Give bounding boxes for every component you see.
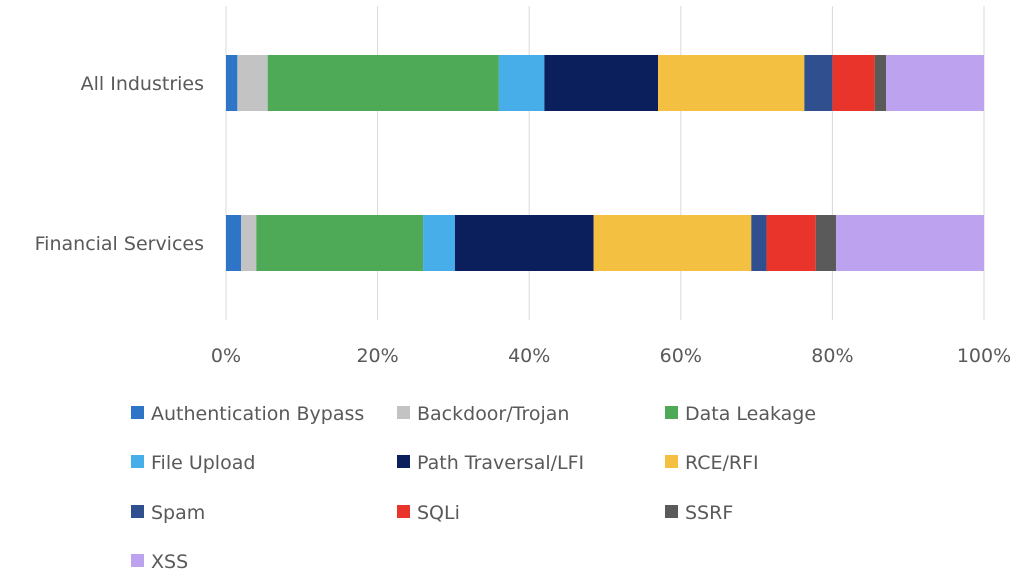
bar-segment [804,55,833,111]
bar-segment [874,55,887,111]
legend-swatch [397,455,410,468]
bar-segment [766,215,816,271]
legend-label: Path Traversal/LFI [417,452,584,474]
bar-segment [593,215,752,271]
legend-swatch [131,455,144,468]
category-label: All Industries [81,73,204,95]
legend-label: RCE/RFI [685,452,759,474]
legend-label: File Upload [151,452,255,474]
legend-swatch [665,505,678,518]
bar-segment [454,215,594,271]
legend-label: Spam [151,502,205,524]
legend-swatch [665,406,678,419]
bar-segment [226,215,242,271]
bar-segment [836,215,984,271]
legend-label: SSRF [685,502,733,524]
x-tick-label: 0% [211,345,241,367]
legend-label: SQLi [417,502,460,524]
bar-segment [423,215,455,271]
bar-segment [658,55,805,111]
legend-swatch [397,505,410,518]
x-tick-label: 20% [356,345,398,367]
bar-segment [237,55,268,111]
bar-segment [256,215,424,271]
category-label: Financial Services [35,233,204,255]
legend: Authentication Bypass Backdoor/Trojan Data… [131,403,816,573]
x-tick-label: 40% [508,345,550,367]
gridlines [225,6,985,320]
legend-swatch [131,554,144,567]
x-tick-label: 80% [811,345,853,367]
bar-segment [751,215,767,271]
x-axis-tick-labels: 0% 20% 40% 60% 80% 100% [211,345,1011,367]
bar-segment [226,55,238,111]
legend-label: XSS [151,551,188,573]
bar-segment [267,55,499,111]
x-tick-label: 100% [957,345,1011,367]
legend-swatch [397,406,410,419]
legend-label: Authentication Bypass [151,403,364,425]
legend-label: Backdoor/Trojan [417,403,569,425]
bars [226,55,984,271]
bar-segment [241,215,257,271]
bar-segment [498,55,545,111]
legend-label: Data Leakage [685,403,816,425]
legend-swatch [131,505,144,518]
bar-segment [832,55,875,111]
bar-segment [886,55,984,111]
bar-segment [815,215,837,271]
legend-swatch [665,455,678,468]
bar-segment [544,55,659,111]
legend-swatch [131,406,144,419]
x-tick-label: 60% [660,345,702,367]
category-labels: All Industries Financial Services [35,73,204,255]
